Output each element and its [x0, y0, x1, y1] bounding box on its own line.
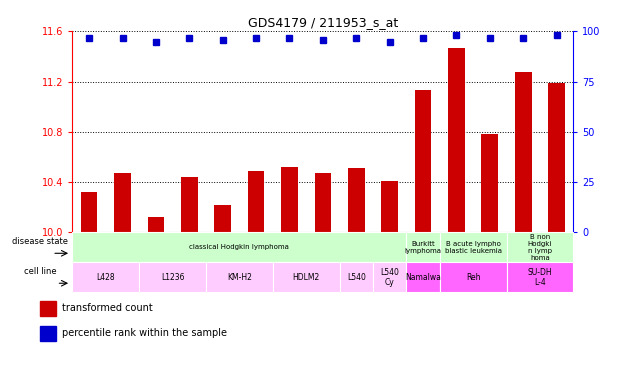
Bar: [40, 326, 56, 341]
Text: SU-DH
L-4: SU-DH L-4: [527, 268, 553, 287]
Text: B acute lympho
blastic leukemia: B acute lympho blastic leukemia: [445, 241, 501, 254]
Bar: [481, 134, 498, 232]
Bar: [40, 301, 56, 316]
Bar: [507, 262, 573, 292]
Text: KM-H2: KM-H2: [227, 273, 252, 282]
Text: transformed count: transformed count: [62, 303, 153, 313]
Bar: [507, 232, 573, 262]
Text: cell line: cell line: [23, 267, 56, 276]
Text: HDLM2: HDLM2: [292, 273, 320, 282]
Bar: [139, 262, 206, 292]
Bar: [181, 177, 198, 232]
Bar: [448, 48, 465, 232]
Title: GDS4179 / 211953_s_at: GDS4179 / 211953_s_at: [248, 16, 398, 29]
Bar: [114, 173, 131, 232]
Bar: [147, 217, 164, 232]
Bar: [515, 72, 532, 232]
Text: Burkitt
lymphoma: Burkitt lymphoma: [404, 241, 442, 254]
Bar: [340, 262, 373, 292]
Text: percentile rank within the sample: percentile rank within the sample: [62, 328, 227, 338]
Text: L1236: L1236: [161, 273, 185, 282]
Bar: [314, 173, 331, 232]
Text: L540
Cy: L540 Cy: [381, 268, 399, 287]
Bar: [248, 171, 265, 232]
Bar: [406, 262, 440, 292]
Text: classical Hodgkin lymphoma: classical Hodgkin lymphoma: [190, 244, 289, 250]
Bar: [72, 262, 139, 292]
Bar: [373, 262, 406, 292]
Text: L428: L428: [96, 273, 115, 282]
Text: L540: L540: [347, 273, 365, 282]
Bar: [273, 262, 340, 292]
Text: B non
Hodgki
n lymp
homa: B non Hodgki n lymp homa: [528, 234, 552, 261]
Bar: [406, 232, 440, 262]
Bar: [548, 83, 565, 232]
Bar: [440, 262, 507, 292]
Text: disease state: disease state: [12, 237, 68, 246]
Bar: [281, 167, 298, 232]
Bar: [348, 168, 365, 232]
Text: Reh: Reh: [466, 273, 481, 282]
Bar: [415, 91, 432, 232]
Bar: [214, 205, 231, 232]
Text: Namalwa: Namalwa: [405, 273, 441, 282]
Bar: [381, 181, 398, 232]
Bar: [72, 232, 406, 262]
Bar: [206, 262, 273, 292]
Bar: [81, 192, 98, 232]
Bar: [440, 232, 507, 262]
